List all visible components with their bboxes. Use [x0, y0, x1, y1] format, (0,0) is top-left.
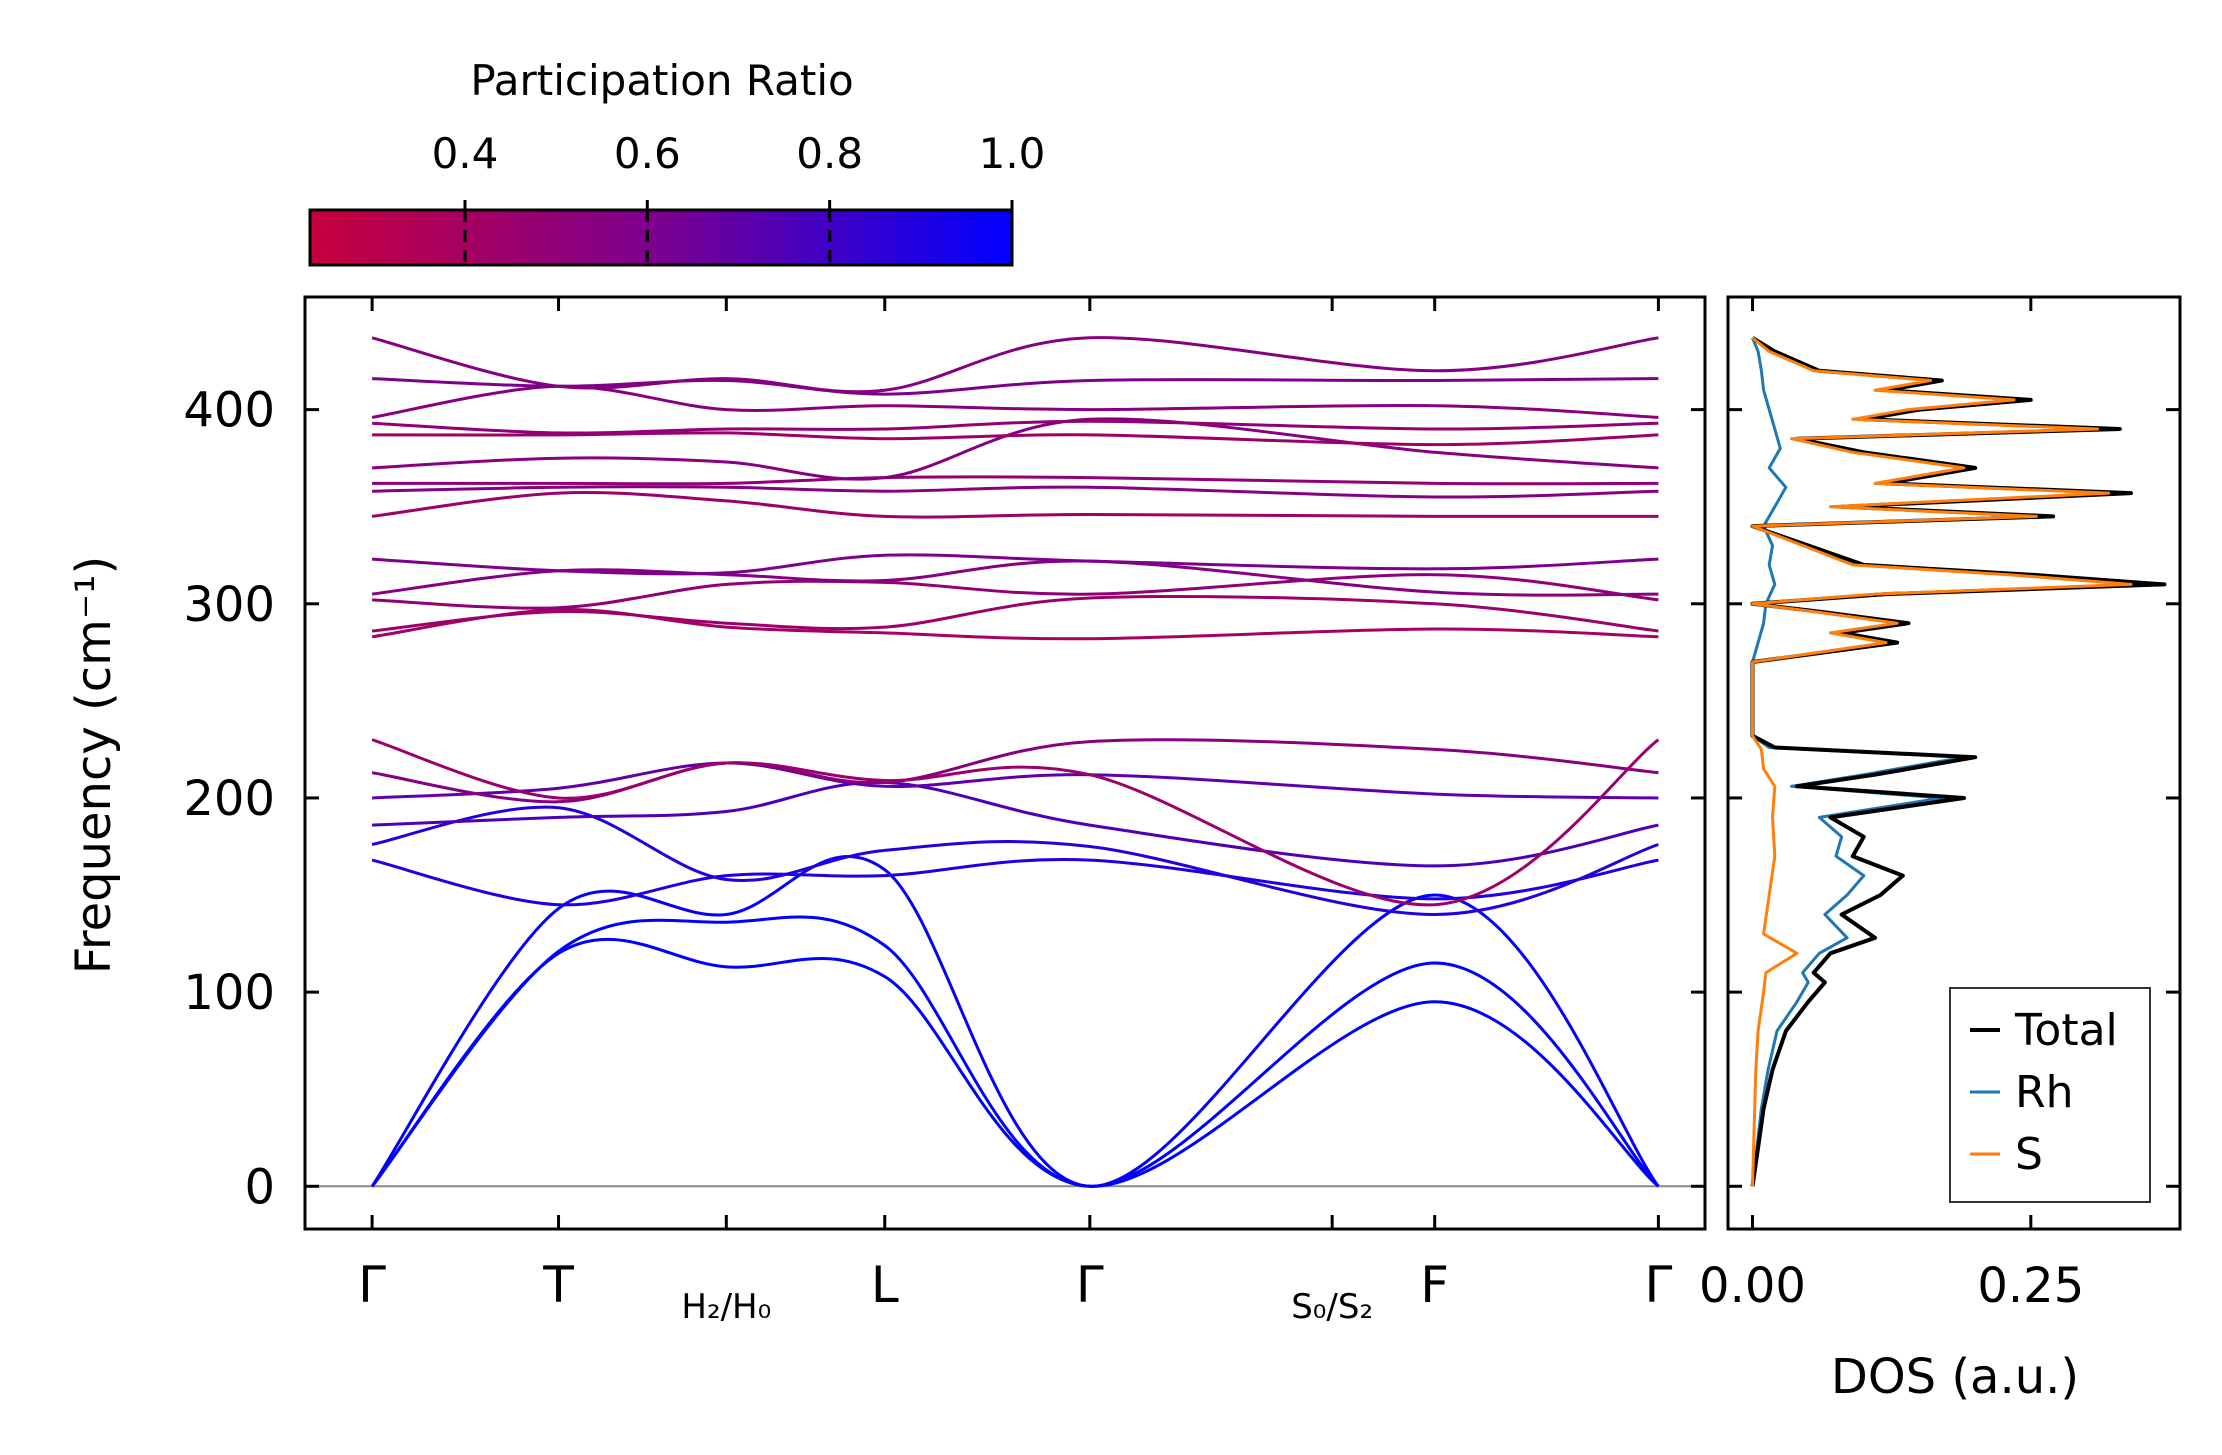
- dos-x-axis-label: DOS (a.u.): [1831, 1349, 2079, 1405]
- colorbar-tick-label: 1.0: [979, 129, 1046, 178]
- phonon-band-low-optic-5: [371, 738, 1659, 804]
- phonon-band-low-optic-6: [371, 738, 1660, 907]
- dos-axes: 0.00 0.25: [1699, 297, 2180, 1314]
- band-structure-panel: 0 100 200 300 400 Γ T H₂/H₀ L Γ S₀/S₂ F Γ Frequency …: [66, 295, 1707, 1327]
- k-point-label: T: [542, 1256, 574, 1314]
- phonon-band-mid-optic-1: [371, 608, 1659, 641]
- phonon-band-mid-optic-5: [372, 553, 1659, 576]
- k-point-label: L: [871, 1256, 899, 1314]
- phonon-band-high-optic-1: [371, 491, 1659, 519]
- k-point-label: H₂/H₀: [681, 1287, 771, 1327]
- colorbar-tick-label: 0.4: [432, 129, 499, 178]
- k-point-label: Γ: [358, 1256, 386, 1314]
- colorbar-gradient: [308, 208, 1014, 267]
- colorbar: Participation Ratio 0.4 0.6 0.8 1.0: [308, 56, 1046, 267]
- k-point-label: F: [1420, 1256, 1449, 1314]
- band-lines: [305, 336, 1705, 1188]
- y-axis-label: Frequency (cm⁻¹): [66, 556, 122, 974]
- phonon-band-high-optic-2: [372, 485, 1659, 499]
- phonon-band-high-optic-7: [371, 384, 1659, 419]
- legend-label-rh: Rh: [2015, 1067, 2073, 1118]
- band-plot-frame: [303, 295, 1707, 1231]
- phonon-band-high-optic-9: [371, 336, 1659, 394]
- phonon-band-mid-optic-4: [371, 559, 1659, 597]
- k-point-label: Γ: [1076, 1256, 1104, 1314]
- colorbar-title: Participation Ratio: [470, 56, 853, 105]
- phonon-band-mid-optic-3: [372, 573, 1659, 610]
- y-tick-label: 200: [183, 771, 275, 827]
- y-tick-label: 300: [183, 577, 275, 633]
- dos-curve-s: [1751, 336, 2133, 1187]
- k-point-label: S₀/S₂: [1291, 1287, 1373, 1327]
- phonon-band-acoustic-2: [370, 915, 1660, 1188]
- phonon-band-acoustic-1: [370, 937, 1660, 1188]
- y-tick-label: 0: [244, 1159, 275, 1215]
- phonon-band-mid-optic-2: [371, 594, 1659, 633]
- phonon-band-low-optic-4: [372, 761, 1659, 800]
- legend-box: [1949, 987, 2151, 1203]
- phonon-band-high-optic-3: [372, 475, 1659, 486]
- dos-plot-frame: [1726, 295, 2182, 1231]
- phonon-band-acoustic-3: [370, 854, 1660, 1188]
- dos-x-tick-label: 0.00: [1699, 1258, 1806, 1314]
- dos-legend: Total Rh S: [1949, 987, 2151, 1203]
- y-tick-label: 100: [183, 965, 275, 1021]
- dos-lines: [1750, 336, 2167, 1187]
- phonon-band-high-optic-5: [372, 431, 1659, 447]
- k-point-label: Γ: [1644, 1256, 1672, 1314]
- colorbar-ticks: 0.4 0.6 0.8 1.0: [432, 129, 1046, 265]
- legend-label-total: Total: [2014, 1005, 2118, 1056]
- phonon-band-low-optic-2: [371, 805, 1659, 917]
- y-tick-label: 400: [183, 383, 275, 439]
- band-axes: 0 100 200 300 400 Γ T H₂/H₀ L Γ S₀/S₂ F Γ: [183, 297, 1705, 1327]
- phonon-band-low-optic-3: [372, 780, 1659, 868]
- dos-x-tick-label: 0.25: [1977, 1258, 2084, 1314]
- dos-panel: 0.00 0.25 DOS (a.u.) Total Rh S: [1699, 295, 2182, 1405]
- phonon-band-high-optic-6: [372, 419, 1659, 435]
- phonon-band-high-optic-4: [372, 417, 1659, 481]
- dos-curve-rh: [1751, 337, 1966, 1187]
- legend-label-s: S: [2015, 1129, 2043, 1180]
- colorbar-tick-label: 0.8: [796, 129, 863, 178]
- colorbar-tick-label: 0.6: [614, 129, 681, 178]
- phonon-band-low-optic-1: [371, 858, 1659, 907]
